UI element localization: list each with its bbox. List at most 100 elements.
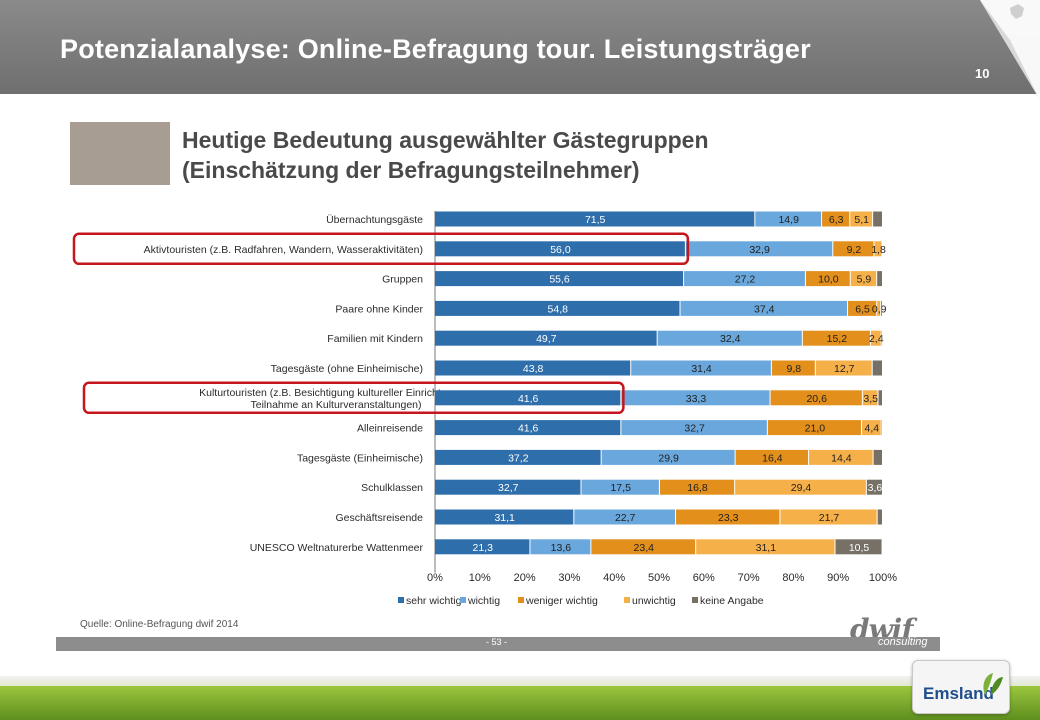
- data-label: 0,9: [872, 303, 887, 315]
- x-tick-label: 30%: [558, 572, 580, 584]
- data-label: 29,9: [658, 452, 679, 464]
- data-label: 41,6: [518, 423, 539, 435]
- data-label: 32,4: [720, 333, 741, 345]
- chart-title: Heutige Bedeutung ausgewählter Gästegrup…: [182, 125, 709, 185]
- data-label: 4,4: [864, 423, 879, 435]
- page-curl-corner: [980, 0, 1040, 100]
- x-tick-label: 20%: [514, 572, 536, 584]
- bar-segment: [873, 211, 882, 227]
- bar-segment: [680, 300, 848, 316]
- bar-segment: [435, 449, 601, 465]
- bar-segment: [435, 509, 574, 525]
- data-label: 56,0: [550, 244, 571, 256]
- emsland-logo-text: Emsland: [923, 684, 994, 703]
- bar-segment: [735, 479, 866, 495]
- bar-segment: [676, 509, 780, 525]
- bar-segment: [631, 360, 771, 376]
- bar-segment: [780, 509, 877, 525]
- data-label: 22,7: [615, 512, 636, 524]
- bar-segment: [581, 479, 659, 495]
- legend-swatch: [460, 597, 466, 603]
- bar-segment: [848, 300, 877, 316]
- page-number: 10: [975, 66, 990, 81]
- bar-segment: [435, 271, 684, 287]
- dwif-logo-sub: consulting: [878, 636, 928, 648]
- bar-segment: [435, 420, 621, 436]
- data-label: 27,2: [735, 274, 756, 286]
- source-note: Quelle: Online-Befragung dwif 2014: [80, 619, 239, 630]
- data-label: 33,3: [686, 393, 707, 405]
- category-label: Gruppen: [382, 274, 423, 286]
- bar-segment: [809, 449, 873, 465]
- data-label: 3,5: [863, 393, 878, 405]
- header-bar: Potenzialanalyse: Online-Befragung tour.…: [0, 0, 1040, 100]
- bar-segment: [822, 211, 850, 227]
- emsland-logo: Emsland: [912, 660, 1010, 714]
- data-label: 21,7: [819, 512, 840, 524]
- bar-segment: [850, 211, 873, 227]
- data-label: 71,5: [585, 214, 606, 226]
- data-label: 10,0: [818, 274, 839, 286]
- chart-title-line-1: Heutige Bedeutung ausgewählter Gästegrup…: [182, 127, 709, 153]
- bar-segment: [881, 300, 882, 316]
- bar-segment: [805, 271, 850, 287]
- legend-label: wichtig: [467, 595, 500, 607]
- data-label: 5,1: [854, 214, 869, 226]
- legend-swatch: [692, 597, 698, 603]
- bar-segment: [435, 330, 657, 346]
- bar-segment: [435, 479, 581, 495]
- data-label: 14,9: [778, 214, 799, 226]
- legend-label: keine Angabe: [700, 595, 764, 607]
- bar-segment: [873, 449, 882, 465]
- data-label: 41,6: [518, 393, 539, 405]
- legend-swatch: [518, 597, 524, 603]
- category-label: Tagesgäste (Einheimische): [297, 452, 423, 464]
- data-label: 54,8: [548, 303, 569, 315]
- data-label: 16,8: [687, 482, 708, 494]
- data-label: 21,0: [805, 423, 826, 435]
- footer-band: [0, 686, 1040, 720]
- category-label: Aktivtouristen (z.B. Radfahren, Wandern,…: [144, 244, 423, 256]
- data-label: 31,4: [691, 363, 712, 375]
- bar-segment: [435, 241, 685, 257]
- leaf-icon: [983, 673, 1003, 695]
- data-label: 31,1: [494, 512, 515, 524]
- x-tick-label: 100%: [869, 572, 897, 584]
- data-label: 29,4: [791, 482, 812, 494]
- data-label: 10,5: [849, 542, 870, 554]
- germany-map-icon: [1010, 4, 1024, 19]
- bar-segment: [850, 271, 877, 287]
- x-tick-label: 70%: [738, 572, 760, 584]
- bar-segment: [435, 360, 631, 376]
- category-label: Tagesgäste (ohne Einheimische): [271, 363, 423, 375]
- category-label: Übernachtungsgäste: [326, 214, 423, 226]
- data-label: 9,8: [787, 363, 802, 375]
- title-accent-box: [70, 122, 170, 185]
- x-tick-label: 10%: [469, 572, 491, 584]
- bar-segment: [574, 509, 676, 525]
- data-label: 9,2: [847, 244, 862, 256]
- slide-page-label: - 53 -: [486, 637, 508, 647]
- data-label: 3,6: [868, 482, 883, 494]
- stacked-bar-chart: Übernachtungsgäste 71,5 14,9 6,3 5,1 Aktivtou…: [72, 211, 897, 607]
- category-label: Alleinreisende: [357, 423, 423, 435]
- category-label: Teilnahme an Kulturveranstaltungen): [250, 399, 421, 411]
- x-tick-label: 90%: [827, 572, 849, 584]
- page-strip: - 53 -: [56, 637, 940, 651]
- category-label: Kulturtouristen (z.B. Besichtigung kultu…: [199, 387, 473, 399]
- bar-segment: [435, 211, 755, 227]
- data-label: 2,4: [869, 333, 884, 345]
- bar-segment: [874, 241, 882, 257]
- legend-label: unwichtig: [632, 595, 676, 607]
- x-tick-label: 60%: [693, 572, 715, 584]
- bar-segment: [435, 390, 621, 406]
- bar-segment: [770, 390, 862, 406]
- bar-segment: [696, 539, 835, 555]
- bar-segment: [530, 539, 591, 555]
- data-label: 1,8: [871, 244, 886, 256]
- data-label: 15,2: [827, 333, 848, 345]
- x-tick-label: 50%: [648, 572, 670, 584]
- bar-segment: [685, 241, 833, 257]
- data-label: 43,8: [523, 363, 544, 375]
- legend-label: sehr wichtig: [406, 595, 462, 607]
